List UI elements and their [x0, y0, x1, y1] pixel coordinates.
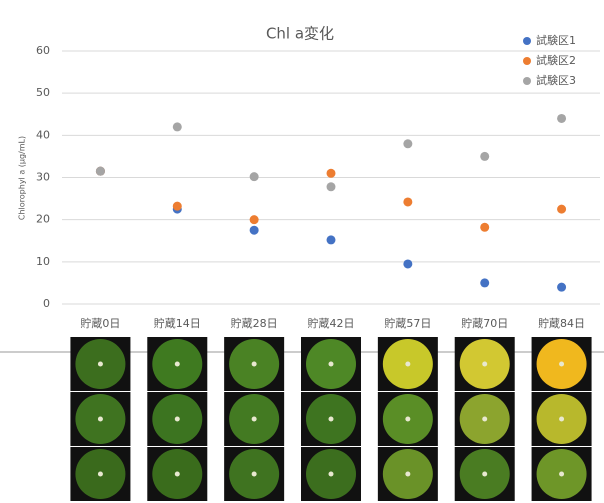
fruit-calyx	[175, 417, 180, 422]
y-axis-label: Chlorophyl a (μg/mL)	[18, 136, 27, 220]
fruit-calyx	[175, 472, 180, 477]
x-tick-label: 貯蔵0日	[80, 317, 120, 330]
data-point	[403, 197, 412, 206]
data-point	[557, 283, 566, 292]
x-tick-label: 貯蔵42日	[308, 317, 355, 330]
data-point	[327, 182, 336, 191]
data-point	[480, 152, 489, 161]
fruit-calyx	[329, 362, 334, 367]
fruit-calyx	[98, 362, 103, 367]
data-point	[480, 278, 489, 287]
data-point	[173, 202, 182, 211]
data-point	[173, 122, 182, 131]
x-tick-label: 貯蔵70日	[461, 317, 508, 330]
y-tick-label: 10	[36, 255, 50, 268]
fruit-calyx	[405, 417, 410, 422]
data-point	[480, 223, 489, 232]
legend-marker	[523, 77, 531, 85]
fruit-calyx	[482, 417, 487, 422]
x-tick-label: 貯蔵28日	[231, 317, 278, 330]
photos	[70, 337, 591, 501]
data-point	[96, 167, 105, 176]
fruit-calyx	[175, 362, 180, 367]
legend-marker	[523, 57, 531, 65]
fruit-calyx	[405, 472, 410, 477]
fruit-calyx	[329, 472, 334, 477]
chart-title: Chl a変化	[266, 25, 334, 43]
fruit-calyx	[482, 472, 487, 477]
fruit-calyx	[252, 362, 257, 367]
fruit-calyx	[252, 417, 257, 422]
legend-marker	[523, 37, 531, 45]
fruit-calyx	[98, 417, 103, 422]
data-point	[403, 139, 412, 148]
x-tick-label: 貯蔵57日	[384, 317, 431, 330]
legend-label: 試験区2	[536, 53, 576, 67]
chart: Chl a変化 Chlorophyl a (μg/mL) 0 10 20 30 40 50…	[0, 0, 604, 503]
data-point	[250, 215, 259, 224]
y-tick-label: 0	[43, 297, 50, 310]
legend-label: 試験区3	[536, 73, 576, 87]
legend-label: 試験区1	[536, 33, 576, 47]
fruit-calyx	[482, 362, 487, 367]
fruit-calyx	[98, 472, 103, 477]
data-point	[250, 226, 259, 235]
fruit-calyx	[559, 417, 564, 422]
x-tick-label: 貯蔵84日	[538, 317, 585, 330]
y-tick-label: 30	[36, 171, 50, 184]
y-tick-label: 50	[36, 86, 50, 99]
fruit-calyx	[329, 417, 334, 422]
data-point	[557, 114, 566, 123]
fruit-calyx	[559, 362, 564, 367]
x-tick-label: 貯蔵14日	[154, 317, 201, 330]
fruit-calyx	[405, 362, 410, 367]
fruit-calyx	[559, 472, 564, 477]
data-point	[327, 169, 336, 178]
y-tick-label: 60	[36, 44, 50, 57]
data-point	[327, 235, 336, 244]
fruit-calyx	[252, 472, 257, 477]
y-tick-label: 20	[36, 213, 50, 226]
data-point	[557, 205, 566, 214]
y-tick-label: 40	[36, 128, 50, 141]
data-point	[250, 172, 259, 181]
data-point	[403, 259, 412, 268]
